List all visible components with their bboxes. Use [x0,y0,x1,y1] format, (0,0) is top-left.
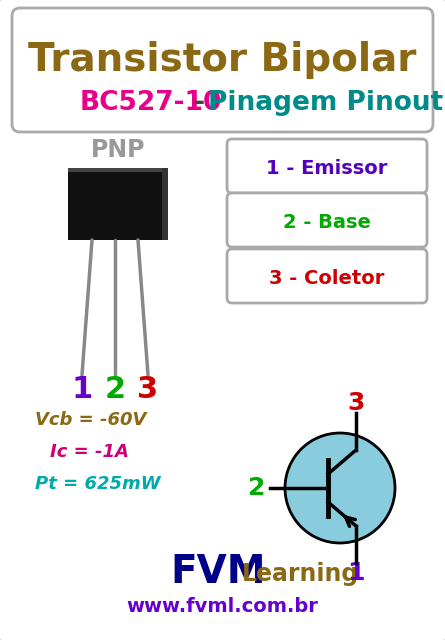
Text: 2: 2 [248,476,266,500]
FancyBboxPatch shape [12,8,433,132]
FancyBboxPatch shape [227,249,427,303]
Text: 2 - Base: 2 - Base [283,212,371,232]
Text: Pinagem Pinout: Pinagem Pinout [208,90,443,116]
Bar [162,168,168,240]
Bar [68,168,168,172]
Bar [68,168,168,240]
Text: 2: 2 [105,376,125,404]
Text: 3 - Coletor: 3 - Coletor [269,269,384,287]
Text: Transistor Bipolar: Transistor Bipolar [28,41,416,79]
Text: FVM: FVM [170,553,266,591]
Text: 1: 1 [71,376,93,404]
Text: Learning: Learning [242,562,359,586]
Text: 1: 1 [347,561,365,585]
Text: 1 - Emissor: 1 - Emissor [266,159,388,177]
FancyBboxPatch shape [227,139,427,193]
Text: www.fvml.com.br: www.fvml.com.br [126,596,318,616]
Circle shape [285,433,395,543]
Text: Vcb = -60V: Vcb = -60V [35,411,146,429]
Text: Ic = -1A: Ic = -1A [50,443,129,461]
Text: -: - [185,90,214,116]
Text: Pt = 625mW: Pt = 625mW [35,475,161,493]
Text: PNP: PNP [91,138,145,162]
FancyBboxPatch shape [227,193,427,247]
Text: BC527-10: BC527-10 [80,90,222,116]
Text: 3: 3 [347,391,365,415]
Text: 3: 3 [138,376,158,404]
